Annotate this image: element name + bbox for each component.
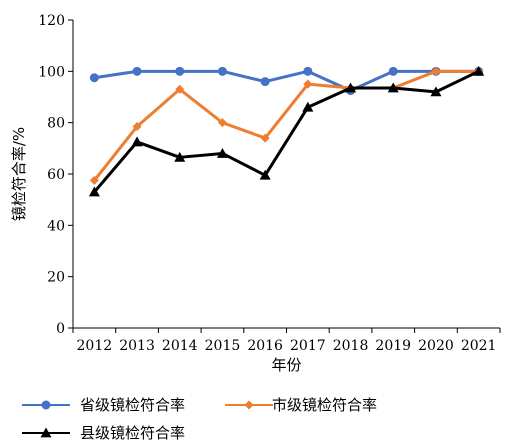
- x-tick-label: 2014: [162, 338, 198, 354]
- data-point: [303, 66, 313, 76]
- x-tick-label: 2015: [205, 338, 241, 354]
- legend-label: 市级镜检符合率: [272, 396, 377, 414]
- x-tick-label: 2021: [461, 338, 497, 354]
- legend-swatch-marker: [40, 427, 52, 438]
- x-axis-title: 年份: [271, 356, 301, 374]
- legend-label: 县级镜检符合率: [80, 424, 185, 442]
- series-line: [93, 69, 480, 193]
- x-tick-label: 2018: [333, 338, 369, 354]
- series-line: [94, 69, 479, 93]
- data-point: [132, 122, 142, 132]
- legend-swatch-marker: [41, 400, 51, 410]
- x-tick-label: 2017: [290, 338, 326, 354]
- data-point: [132, 66, 142, 76]
- y-tick-label: 20: [47, 270, 65, 286]
- data-point: [431, 66, 441, 76]
- x-tick-label: 2012: [77, 338, 113, 354]
- data-point: [260, 133, 270, 143]
- legend-swatch-marker: [244, 400, 254, 410]
- data-point: [387, 82, 399, 93]
- series-1: [89, 66, 484, 96]
- data-point: [473, 65, 485, 76]
- series-line: [93, 69, 479, 182]
- data-point: [303, 79, 313, 89]
- data-point: [131, 136, 143, 147]
- data-point: [259, 169, 271, 180]
- data-point: [89, 175, 99, 185]
- y-tick-label: 40: [47, 218, 65, 234]
- data-point: [302, 101, 314, 112]
- axes: 0 20 40 60 80 100 120 2012 2013 2014 2015 2016 2017 2…: [38, 13, 501, 354]
- data-point: [430, 86, 442, 97]
- data-point: [217, 66, 227, 76]
- data-point: [175, 66, 185, 76]
- series-layer: [88, 65, 485, 197]
- legend-item: 县级镜检符合率: [22, 424, 185, 442]
- legend-item: 省级镜检符合率: [22, 396, 185, 414]
- data-point: [175, 84, 185, 94]
- data-point: [89, 73, 99, 83]
- y-axis-title: 镜检符合率/%: [10, 127, 28, 221]
- x-tick-label: 2016: [247, 338, 283, 354]
- series-3: [88, 65, 485, 197]
- x-tick-label: 2013: [119, 338, 155, 354]
- data-point: [345, 82, 357, 93]
- y-tick-label: 120: [38, 13, 65, 29]
- y-tick-label: 60: [47, 167, 65, 183]
- y-tick-label: 100: [38, 64, 65, 80]
- data-point: [174, 151, 186, 162]
- series-2: [89, 66, 484, 185]
- data-point: [388, 66, 398, 76]
- data-point: [217, 118, 227, 128]
- y-tick-label: 0: [56, 321, 65, 337]
- data-point: [216, 147, 228, 158]
- legend-item: 市级镜检符合率: [225, 396, 377, 414]
- y-tick-label: 80: [47, 116, 65, 132]
- x-tick-label: 2020: [418, 338, 454, 354]
- data-point: [88, 186, 100, 197]
- legend-label: 省级镜检符合率: [80, 396, 185, 414]
- data-point: [260, 77, 270, 87]
- x-tick-label: 2019: [375, 338, 411, 354]
